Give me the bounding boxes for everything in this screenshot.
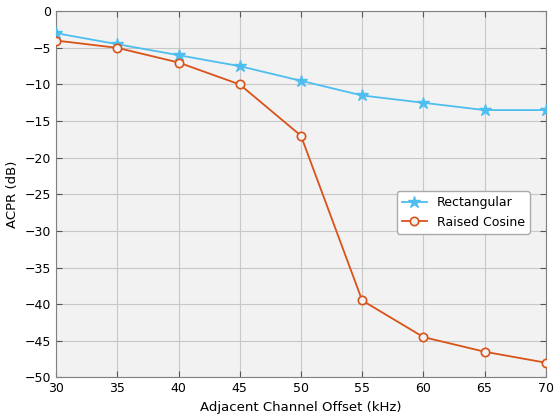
Raised Cosine: [53, 38, 59, 43]
Y-axis label: ACPR (dB): ACPR (dB): [6, 160, 19, 228]
Raised Cosine: [420, 335, 427, 340]
X-axis label: Adjacent Channel Offset (kHz): Adjacent Channel Offset (kHz): [200, 401, 402, 414]
Raised Cosine: [297, 133, 304, 138]
Rectangular: [236, 64, 243, 69]
Raised Cosine: [114, 45, 121, 50]
Rectangular: [297, 78, 304, 83]
Raised Cosine: [359, 298, 366, 303]
Rectangular: [359, 93, 366, 98]
Legend: Rectangular, Raised Cosine: Rectangular, Raised Cosine: [396, 192, 530, 234]
Rectangular: [53, 31, 59, 36]
Raised Cosine: [236, 82, 243, 87]
Raised Cosine: [481, 349, 488, 354]
Rectangular: [543, 108, 549, 113]
Rectangular: [481, 108, 488, 113]
Rectangular: [420, 100, 427, 105]
Line: Raised Cosine: Raised Cosine: [52, 37, 550, 367]
Raised Cosine: [175, 60, 182, 65]
Raised Cosine: [543, 360, 549, 365]
Rectangular: [114, 42, 121, 47]
Rectangular: [175, 52, 182, 58]
Line: Rectangular: Rectangular: [50, 27, 552, 116]
